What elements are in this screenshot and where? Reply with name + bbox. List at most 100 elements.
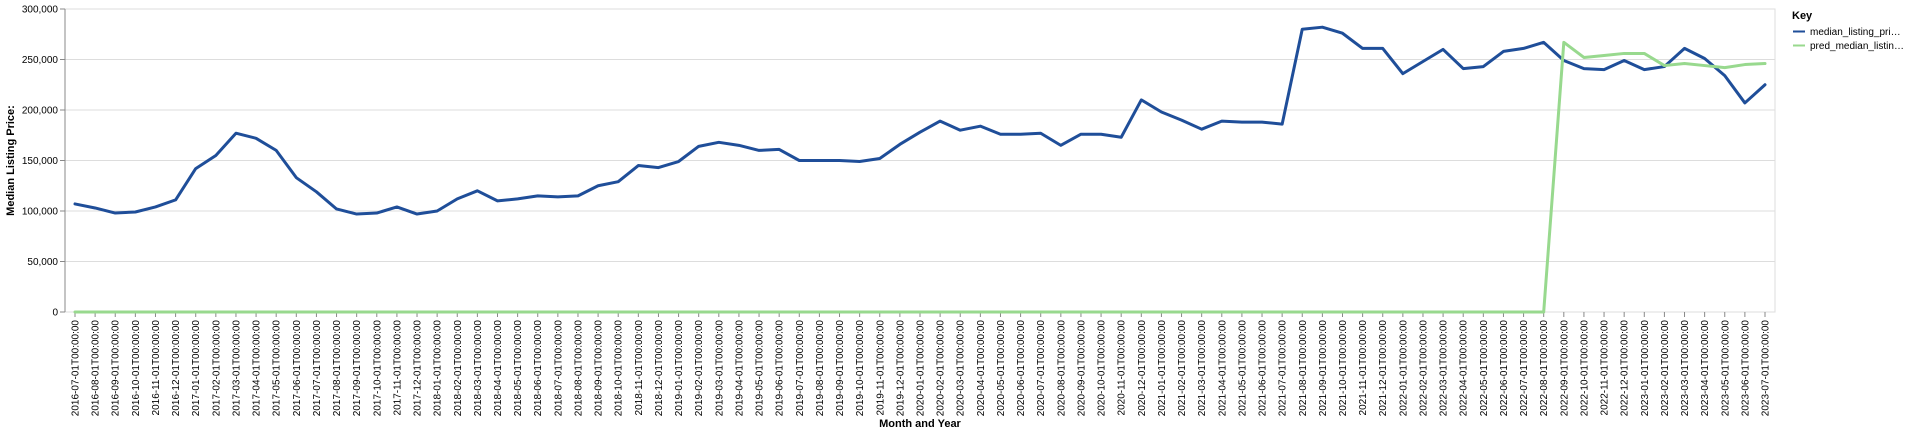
y-tick-label: 0 xyxy=(52,308,58,319)
x-tick-label: 2017-11-01T00:00:00 xyxy=(392,320,403,416)
x-tick-label: 2018-07-01T00:00:00 xyxy=(553,320,564,417)
x-tick-label: 2016-12-01T00:00:00 xyxy=(171,320,182,417)
x-tick-label: 2017-05-01T00:00:00 xyxy=(272,320,283,417)
x-tick-label: 2020-07-01T00:00:00 xyxy=(1036,320,1047,417)
y-tick-label: 100,000 xyxy=(22,207,59,218)
x-tick-label: 2021-05-01T00:00:00 xyxy=(1237,320,1248,417)
x-tick-label: 2018-10-01T00:00:00 xyxy=(614,320,625,417)
x-tick-label: 2023-01-01T00:00:00 xyxy=(1640,320,1651,417)
x-tick-label: 2021-06-01T00:00:00 xyxy=(1258,320,1269,417)
x-tick-label: 2017-04-01T00:00:00 xyxy=(252,320,263,417)
x-tick-label: 2018-12-01T00:00:00 xyxy=(654,320,665,417)
x-tick-label: 2017-09-01T00:00:00 xyxy=(352,320,363,417)
x-tick-label: 2018-02-01T00:00:00 xyxy=(453,320,464,417)
x-tick-label: 2020-10-01T00:00:00 xyxy=(1097,320,1108,417)
x-tick-label: 2020-04-01T00:00:00 xyxy=(976,320,987,417)
y-axis-title: Median Listing Price: xyxy=(5,105,17,216)
x-tick-label: 2022-11-01T00:00:00 xyxy=(1600,320,1611,416)
x-tick-label: 2021-09-01T00:00:00 xyxy=(1318,320,1329,417)
x-tick-label: 2018-03-01T00:00:00 xyxy=(473,320,484,417)
x-tick-label: 2022-09-01T00:00:00 xyxy=(1559,320,1570,417)
x-tick-label: 2019-07-01T00:00:00 xyxy=(795,320,806,417)
x-tick-label: 2019-10-01T00:00:00 xyxy=(855,320,866,417)
x-tick-label: 2017-02-01T00:00:00 xyxy=(211,320,222,417)
x-tick-label: 2023-04-01T00:00:00 xyxy=(1700,320,1711,417)
x-tick-label: 2023-02-01T00:00:00 xyxy=(1660,320,1671,417)
x-tick-label: 2022-06-01T00:00:00 xyxy=(1499,320,1510,417)
x-tick-label: 2022-04-01T00:00:00 xyxy=(1459,320,1470,417)
y-tick-label: 50,000 xyxy=(27,257,58,268)
x-tick-label: 2016-09-01T00:00:00 xyxy=(111,320,122,417)
x-tick-label: 2023-03-01T00:00:00 xyxy=(1680,320,1691,417)
gridlines xyxy=(64,8,1776,313)
x-tick-label: 2017-08-01T00:00:00 xyxy=(332,320,343,417)
x-tick-label: 2017-10-01T00:00:00 xyxy=(372,320,383,417)
x-tick-label: 2017-12-01T00:00:00 xyxy=(413,320,424,417)
x-tick-label: 2023-05-01T00:00:00 xyxy=(1720,320,1731,417)
x-tick-label: 2022-05-01T00:00:00 xyxy=(1479,320,1490,417)
x-tick-label: 2019-06-01T00:00:00 xyxy=(775,320,786,417)
x-tick-label: 2016-11-01T00:00:00 xyxy=(151,320,162,416)
x-tick-label: 2021-04-01T00:00:00 xyxy=(1217,320,1228,417)
x-axis-title: Month and Year xyxy=(879,418,961,430)
x-tick-label: 2021-08-01T00:00:00 xyxy=(1298,320,1309,417)
x-tick-label: 2017-03-01T00:00:00 xyxy=(231,320,242,417)
x-tick-label: 2020-01-01T00:00:00 xyxy=(916,320,927,417)
x-tick-label: 2020-09-01T00:00:00 xyxy=(1076,320,1087,417)
x-tick-label: 2018-05-01T00:00:00 xyxy=(513,320,524,417)
x-tick-label: 2018-01-01T00:00:00 xyxy=(433,320,444,417)
x-tick-label: 2020-12-01T00:00:00 xyxy=(1137,320,1148,417)
series-line-1 xyxy=(73,25,1767,216)
x-tick-label: 2021-03-01T00:00:00 xyxy=(1197,320,1208,417)
x-tick-label: 2021-11-01T00:00:00 xyxy=(1358,320,1369,416)
x-tick-label: 2016-10-01T00:00:00 xyxy=(131,320,142,417)
x-tick-label: 2020-05-01T00:00:00 xyxy=(996,320,1007,417)
x-tick-label: 2019-08-01T00:00:00 xyxy=(815,320,826,417)
x-tick-label: 2019-05-01T00:00:00 xyxy=(755,320,766,417)
y-tick-label: 250,000 xyxy=(22,55,59,66)
x-tick-label: 2018-09-01T00:00:00 xyxy=(594,320,605,417)
x-tick-label: 2018-08-01T00:00:00 xyxy=(573,320,584,417)
legend-label-2: pred_median_listin… xyxy=(1810,41,1904,52)
x-tick-label: 2023-06-01T00:00:00 xyxy=(1740,320,1751,417)
x-tick-label: 2018-04-01T00:00:00 xyxy=(493,320,504,417)
x-tick-label: 2021-12-01T00:00:00 xyxy=(1378,320,1389,417)
x-tick-label: 2022-01-01T00:00:00 xyxy=(1398,320,1409,417)
x-tick-label: 2022-08-01T00:00:00 xyxy=(1539,320,1550,417)
x-tick-label: 2020-08-01T00:00:00 xyxy=(1056,320,1067,417)
axes: 0 50,000 100,000 150,000 200,000 250,000 300,0… xyxy=(5,5,1772,431)
x-tick-label: 2022-10-01T00:00:00 xyxy=(1579,320,1590,417)
x-tick-label: 2017-01-01T00:00:00 xyxy=(191,320,202,417)
x-tick-label: 2019-11-01T00:00:00 xyxy=(875,320,886,416)
x-tick-label: 2022-03-01T00:00:00 xyxy=(1439,320,1450,417)
x-tick-label: 2019-04-01T00:00:00 xyxy=(734,320,745,417)
x-tick-label: 2019-03-01T00:00:00 xyxy=(714,320,725,417)
x-tick-label: 2021-02-01T00:00:00 xyxy=(1177,320,1188,417)
x-tick-label: 2022-12-01T00:00:00 xyxy=(1620,320,1631,417)
x-tick-label: 2023-07-01T00:00:00 xyxy=(1761,320,1772,417)
legend: Key median_listing_pri… pred_median_listin… xyxy=(1792,10,1904,52)
x-tick-label: 2020-11-01T00:00:00 xyxy=(1117,320,1128,416)
x-tick-label: 2021-10-01T00:00:00 xyxy=(1338,320,1349,417)
x-tick-label: 2018-06-01T00:00:00 xyxy=(533,320,544,417)
x-tick-label: 2021-07-01T00:00:00 xyxy=(1278,320,1289,417)
x-tick-label: 2017-06-01T00:00:00 xyxy=(292,320,303,417)
x-tick-label: 2022-02-01T00:00:00 xyxy=(1418,320,1429,417)
legend-label-1: median_listing_pri… xyxy=(1810,27,1901,38)
x-tick-label: 2020-02-01T00:00:00 xyxy=(936,320,947,417)
x-tick-label: 2019-09-01T00:00:00 xyxy=(835,320,846,417)
x-tick-label: 2017-07-01T00:00:00 xyxy=(312,320,323,417)
y-tick-label: 200,000 xyxy=(22,106,59,117)
x-tick-label: 2018-11-01T00:00:00 xyxy=(634,320,645,416)
x-tick-label: 2016-08-01T00:00:00 xyxy=(91,320,102,417)
x-tick-label: 2020-06-01T00:00:00 xyxy=(1016,320,1027,417)
x-tick-label: 2019-01-01T00:00:00 xyxy=(674,320,685,417)
x-tick-label: 2022-07-01T00:00:00 xyxy=(1519,320,1530,417)
legend-title: Key xyxy=(1792,10,1813,22)
x-tick-label: 2021-01-01T00:00:00 xyxy=(1157,320,1168,417)
x-tick-label: 2019-12-01T00:00:00 xyxy=(895,320,906,417)
x-tick-label: 2019-02-01T00:00:00 xyxy=(694,320,705,417)
series-lines xyxy=(73,25,1767,314)
